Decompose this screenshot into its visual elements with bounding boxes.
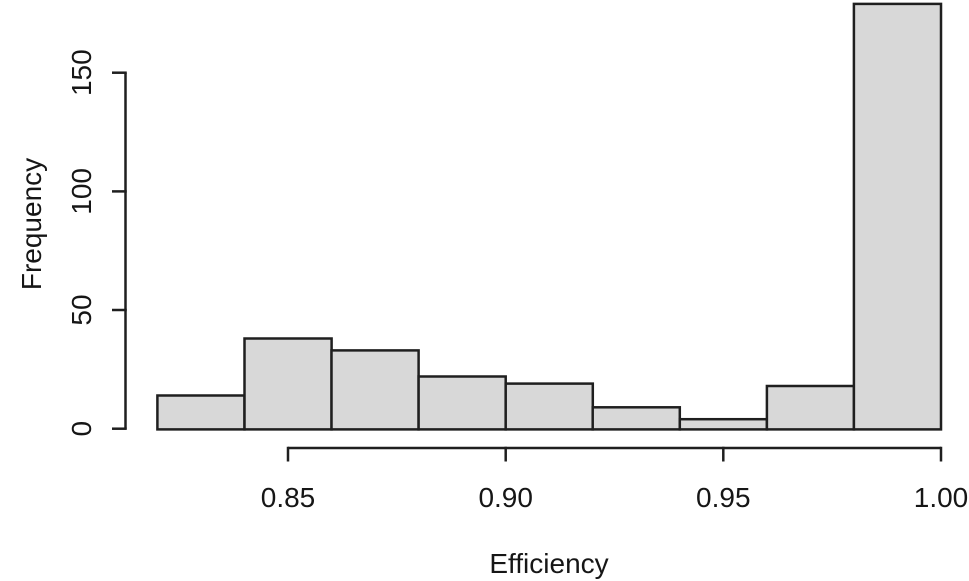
histogram-bar [243,337,333,431]
histogram-bar [591,406,682,431]
y-axis-tick-label: 0 [66,421,97,437]
y-axis-title: Frequency [16,158,47,290]
y-axis: 0 50 100 150 [66,49,127,436]
x-axis-tick-label: 0.90 [478,482,533,513]
x-axis: 0.85 0.90 0.95 1.00 [261,446,969,513]
x-axis-title: Efficiency [489,548,608,579]
histogram-bar [417,375,507,431]
y-axis-tick-label: 50 [66,294,97,325]
histogram-bar [765,384,856,431]
histogram-bar [156,394,246,431]
x-axis-tick-label: 1.00 [914,482,969,513]
histogram-bar [852,2,943,431]
histogram-bars [156,2,943,431]
x-axis-tick-label: 0.95 [696,482,751,513]
histogram-bar [330,349,420,431]
x-axis-tick-label: 0.85 [261,482,316,513]
y-axis-tick-label: 100 [66,168,97,215]
histogram-bar [678,417,769,431]
histogram-bar [504,382,595,431]
y-axis-tick-label: 150 [66,49,97,96]
